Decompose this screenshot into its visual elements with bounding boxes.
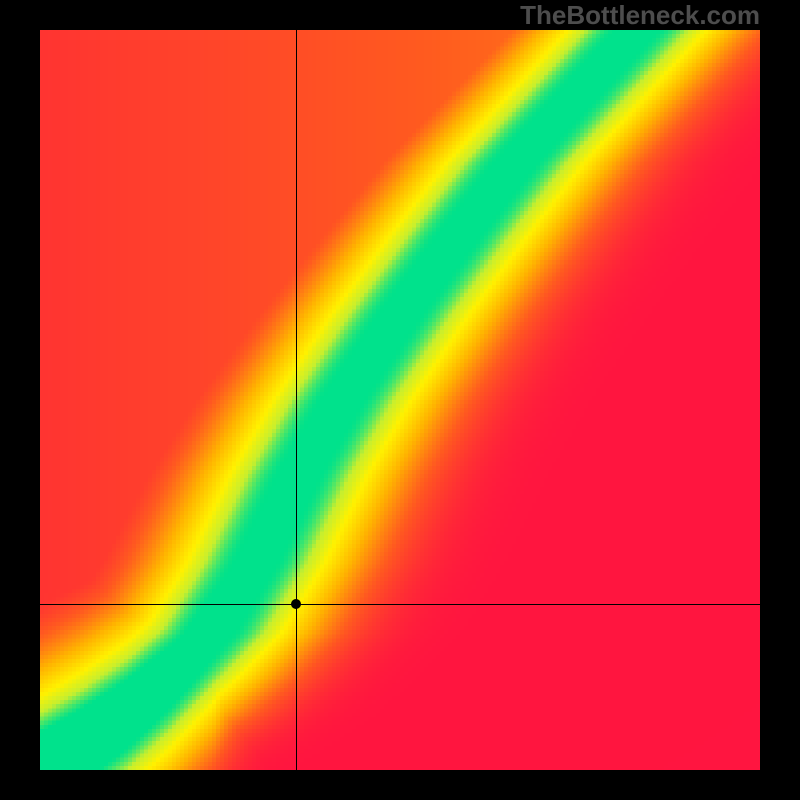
crosshair-vertical: [296, 30, 297, 770]
crosshair-horizontal: [40, 604, 760, 605]
data-point-marker: [291, 599, 301, 609]
watermark-text: TheBottleneck.com: [520, 0, 760, 31]
bottleneck-heatmap: [40, 30, 760, 770]
chart-container: TheBottleneck.com: [0, 0, 800, 800]
